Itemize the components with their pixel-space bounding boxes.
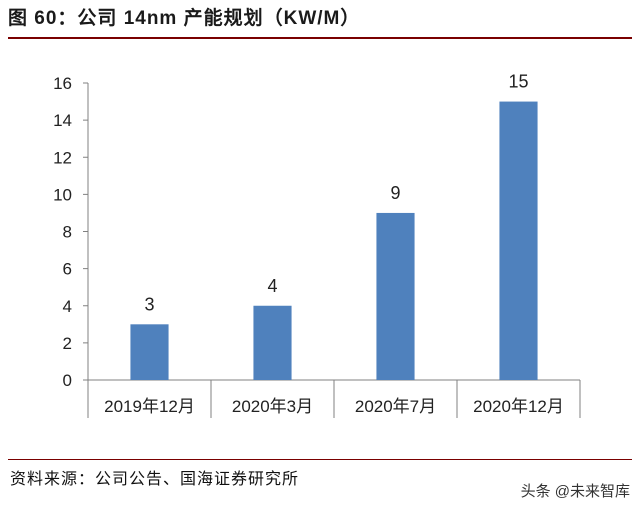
source-note: 资料来源：公司公告、国海证券研究所 <box>10 471 300 488</box>
x-axis: 2019年12月 2020年3月 2020年7月 2020年12月 <box>87 379 581 418</box>
bar <box>376 212 415 380</box>
data-label: 9 <box>390 183 400 203</box>
bars <box>130 101 538 380</box>
y-tick-label: 8 <box>63 223 72 242</box>
bar-chart: 0 2 4 6 8 10 12 14 16 2019年12月 2020年3月 2020年7月 2020… <box>53 72 581 418</box>
source-divider <box>8 459 632 460</box>
bar <box>130 324 169 380</box>
y-tick-label: 12 <box>53 148 72 167</box>
watermark: 头条 @未来智库 <box>520 483 630 500</box>
data-label: 4 <box>267 276 277 296</box>
data-label: 3 <box>144 294 154 314</box>
y-tick-label: 0 <box>63 371 72 390</box>
bar <box>253 305 292 380</box>
y-tick-label: 10 <box>53 185 72 204</box>
y-tick-label: 16 <box>53 74 72 93</box>
title-divider <box>8 37 632 39</box>
x-tick-label: 2020年3月 <box>232 397 313 416</box>
x-tick-label: 2020年7月 <box>355 397 436 416</box>
y-tick-label: 6 <box>63 260 72 279</box>
y-tick-label: 2 <box>63 334 72 353</box>
y-tick-label: 4 <box>63 297 72 316</box>
x-tick-label: 2019年12月 <box>104 397 195 416</box>
y-tick-label: 14 <box>53 111 72 130</box>
figure-title: 图 60：公司 14nm 产能规划（KW/M） <box>8 8 361 29</box>
y-axis: 0 2 4 6 8 10 12 14 16 <box>53 74 89 390</box>
data-label: 15 <box>508 72 528 92</box>
bar <box>499 101 538 380</box>
x-tick-label: 2020年12月 <box>473 397 564 416</box>
data-labels: 3 4 9 15 <box>144 72 528 315</box>
